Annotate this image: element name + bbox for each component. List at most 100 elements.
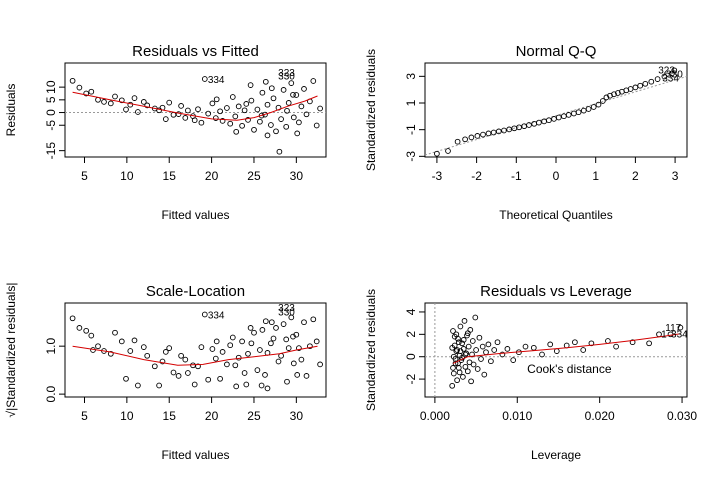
panel-4-point-29 — [473, 347, 479, 353]
panel-1-point-14 — [140, 99, 147, 105]
panel-4-point-17 — [462, 363, 469, 370]
panel-3-point-68 — [313, 338, 320, 345]
panel-4-point-16 — [461, 318, 468, 324]
panel-3-point-42 — [241, 370, 248, 376]
panel-3-point-52 — [270, 335, 277, 342]
panel-1-point-29 — [201, 76, 208, 82]
panel-2-y-axis-label: Standardized residuals — [364, 49, 378, 171]
panel-1-point-12 — [131, 95, 138, 101]
panel-1-point-77 — [191, 117, 198, 124]
panel-2-point-4 — [462, 136, 468, 143]
panel-1-point-49 — [264, 101, 271, 108]
panel-1-point-80 — [290, 91, 296, 98]
panel-2-point-16 — [526, 122, 532, 128]
panel-3-point-70 — [243, 381, 250, 388]
panel-4-point-47 — [547, 341, 554, 348]
panel-3-point-label-2: 323 — [278, 303, 295, 314]
panel-3-point-20 — [162, 349, 169, 355]
panel-1-point-81 — [294, 130, 301, 137]
panel-3-point-44 — [248, 340, 255, 347]
panel-1-point-57 — [285, 100, 292, 106]
panel-1-y-tick-label-2: -5 — [44, 120, 58, 131]
panel-2-point-41 — [642, 80, 649, 87]
panel-4-point-72 — [460, 337, 467, 343]
panel-2-point-label-3: 334 — [662, 74, 679, 85]
panel-3-point-3 — [83, 327, 90, 334]
panel-2-x-axis-label: Theoretical Quantiles — [499, 208, 612, 222]
panel-1-point-55 — [280, 87, 287, 93]
panel-1-point-label-3: 330 — [278, 72, 295, 83]
panel-1-y-axis-label: Residuals — [4, 84, 18, 137]
panel-2-point-29 — [590, 104, 597, 110]
panel-3-point-2 — [76, 325, 83, 331]
panel-4-cooks-distance-label: Cook's distance — [527, 362, 612, 376]
panel-1-y-tick-label-3: 0 — [44, 109, 58, 116]
panel-2-point-44 — [661, 73, 668, 80]
panel-1-point-6 — [101, 99, 107, 105]
panel-2-point-28 — [585, 106, 592, 112]
panel-1-point-32 — [212, 115, 219, 121]
panel-3-point-28 — [195, 363, 201, 370]
panel-3-point-26 — [185, 370, 191, 376]
panel-4-point-38 — [491, 347, 498, 353]
panel-3-plot-frame — [64, 302, 327, 398]
panel-4-title: Residuals vs Leverage — [480, 283, 632, 300]
panel-1-point-36 — [227, 120, 234, 127]
panel-3-point-17 — [151, 363, 158, 370]
panel-4-point-73 — [462, 351, 469, 358]
panel-2-point-5 — [468, 134, 475, 141]
panel-2-x-tick-label-7: 3 — [672, 169, 679, 183]
panel-4-point-55 — [629, 339, 636, 346]
panel-2-point-label-1: 323 — [658, 66, 675, 77]
panel-3-y-axis-label: √|Standardized residuals| — [4, 283, 18, 418]
panel-3-point-67 — [310, 316, 317, 323]
panel-3-point-48 — [259, 327, 266, 333]
panel-1-point-3 — [83, 90, 90, 97]
panel-1-point-47 — [259, 89, 266, 96]
panel-4-point-25 — [469, 351, 475, 358]
panel-3-point-14 — [135, 382, 141, 389]
panel-4-point-37 — [488, 358, 494, 365]
panel-3-point-11 — [123, 375, 129, 382]
panel-3-point-59 — [288, 314, 295, 321]
panel-3-point-72 — [268, 319, 275, 326]
panel-3-point-8 — [107, 350, 114, 357]
panel-1-point-52 — [273, 128, 279, 135]
panel-3-point-37 — [227, 342, 234, 349]
panel-3-point-71 — [258, 382, 265, 389]
panel-2-point-39 — [632, 84, 639, 91]
panel-1-point-41 — [241, 107, 248, 114]
panel-3-point-1 — [69, 315, 76, 322]
panel-4-point-45 — [530, 344, 537, 351]
panel-1-point-34 — [219, 118, 226, 124]
panel-4-smooth-line — [452, 333, 681, 364]
panel-1-point-23 — [178, 103, 184, 109]
panel-2-point-14 — [516, 124, 522, 131]
panel-2-y-tick-label-3: 1 — [404, 99, 418, 106]
panel-1-x-tick-label-1: 5 — [81, 169, 88, 183]
panel-3-point-21 — [166, 345, 173, 351]
panel-1-point-60 — [293, 92, 300, 98]
panel-4-point-label-1: 117 — [665, 323, 681, 334]
panel-1-point-59 — [290, 114, 297, 121]
panel-3-y-tick-label-1: 0.0 — [44, 385, 58, 402]
panel-3-point-80 — [290, 333, 296, 340]
panel-4-point-label-2: 334 — [671, 329, 688, 340]
panel-1-point-38 — [232, 113, 239, 120]
panel-3-point-31 — [205, 376, 212, 383]
panel-3-title: Scale-Location — [146, 283, 245, 300]
panel-3-point-13 — [131, 337, 138, 344]
panel-2-y-tick-label-4: 3 — [404, 73, 418, 80]
panel-3-point-34 — [217, 375, 223, 382]
panel-4-point-26 — [469, 338, 476, 344]
panel-2-x-tick-label-5: 1 — [592, 169, 599, 183]
panel-4-y-tick-label-2: 0 — [404, 353, 418, 360]
panel-3-point-6 — [95, 343, 101, 350]
panel-4-point-13 — [459, 340, 465, 347]
panel-1-point-11 — [127, 101, 134, 108]
panel-4-point-6 — [453, 348, 460, 354]
panel-3-point-69 — [317, 361, 323, 368]
panel-1-point-66 — [310, 78, 317, 84]
panel-1-point-56 — [283, 123, 290, 130]
panel-1-x-tick-label-3: 15 — [163, 169, 177, 183]
